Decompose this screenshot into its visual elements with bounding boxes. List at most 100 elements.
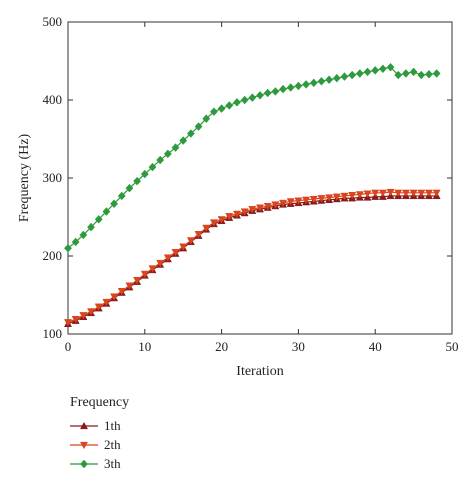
data-point-3th [248,93,257,102]
plot-border [67,21,453,335]
data-point-3th [179,136,188,145]
x-tick-label: 50 [446,339,459,354]
data-point-3th [240,95,249,105]
data-point-2th [79,312,88,320]
data-point-2th [71,316,80,324]
data-point-3th [294,81,303,91]
data-point-3th [417,70,426,80]
data-point-3th [202,114,211,124]
x-tick-label: 30 [292,339,305,354]
axis-ticks: 0 10 20 30 40 50 100 200 300 400 500 [43,14,459,354]
data-point-3th [332,73,341,83]
data-point-3th [325,75,334,85]
data-point-3th [302,80,311,89]
data-point-3th [425,69,433,79]
data-point-3th [309,78,318,88]
data-point-3th [355,69,364,78]
data-point-3th [102,207,111,216]
data-point-2th [325,194,334,202]
data-point-2th [179,243,188,251]
y-tick-label: 200 [43,248,63,263]
x-tick-label: 10 [138,339,151,354]
data-point-3th [256,90,264,100]
data-point-3th [432,69,441,78]
data-point-3th [271,87,280,96]
data-point-2th [294,197,303,205]
series-line-1th [67,195,437,325]
x-tick-label: 20 [215,339,228,354]
data-point-3th [233,98,241,107]
data-point-2th [148,265,157,273]
y-tick-label: 300 [43,170,63,185]
data-point-2th [163,254,172,262]
data-point-3th [363,67,372,77]
data-point-2th [225,213,234,221]
data-point-2th [417,189,426,197]
data-point-2th [240,208,249,216]
data-point-2th [171,248,180,257]
data-point-3th [194,122,203,131]
data-point-2th [232,210,241,218]
legend-item-2th: 2th [70,437,121,452]
data-point-2th [94,303,103,311]
data-point-2th [309,195,318,204]
legend-label: 3th [104,456,121,471]
series-3th [64,62,441,253]
data-point-2th [355,191,364,199]
data-point-2th [255,204,265,212]
data-point-2th [125,282,134,290]
data-point-2th [110,293,119,301]
data-point-3th [71,237,80,247]
data-point-3th [148,162,157,172]
data-point-2th [209,219,218,227]
legend-item-3th: 3th [70,456,121,471]
data-point-2th [217,216,226,224]
data-point-3th [110,199,119,209]
data-point-2th [202,224,211,233]
data-point-3th [279,84,287,94]
data-point-3th [209,107,218,117]
data-point-3th [401,69,410,78]
data-point-2th [286,198,295,206]
data-point-3th [117,191,126,201]
data-point-2th [394,189,403,197]
data-point-2th [409,189,418,197]
data-point-2th [378,189,387,197]
legend-marker [80,459,88,469]
data-point-2th [363,190,372,198]
data-point-3th [386,62,395,72]
data-point-2th [87,308,96,316]
data-point-2th [102,298,111,307]
data-point-3th [394,70,403,80]
data-point-2th [117,287,126,296]
plot-area [67,21,453,335]
y-tick-label: 500 [43,14,63,29]
data-point-3th [263,88,272,98]
x-tick-label: 0 [65,339,72,354]
data-point-2th [401,189,410,197]
data-point-3th [317,76,326,86]
x-axis-title: Iteration [236,364,283,379]
data-point-3th [133,176,142,186]
legend-title: Frequency [70,395,129,410]
data-point-3th [163,149,172,159]
data-point-2th [63,319,73,327]
data-point-3th [156,155,165,165]
series-2th [63,188,441,327]
data-point-2th [279,199,288,208]
legend-label: 2th [104,437,121,452]
data-point-2th [371,189,380,197]
data-point-2th [340,192,349,201]
data-point-3th [186,129,195,138]
data-point-3th [225,101,234,110]
data-point-3th [286,83,295,92]
data-point-3th [171,143,180,152]
data-point-3th [125,183,134,193]
data-point-2th [133,277,142,285]
data-point-2th [348,192,357,200]
data-point-3th [217,104,226,113]
data-point-3th [371,66,380,75]
data-point-2th [140,270,149,279]
y-axis-title: Frequency (Hz) [17,134,32,223]
